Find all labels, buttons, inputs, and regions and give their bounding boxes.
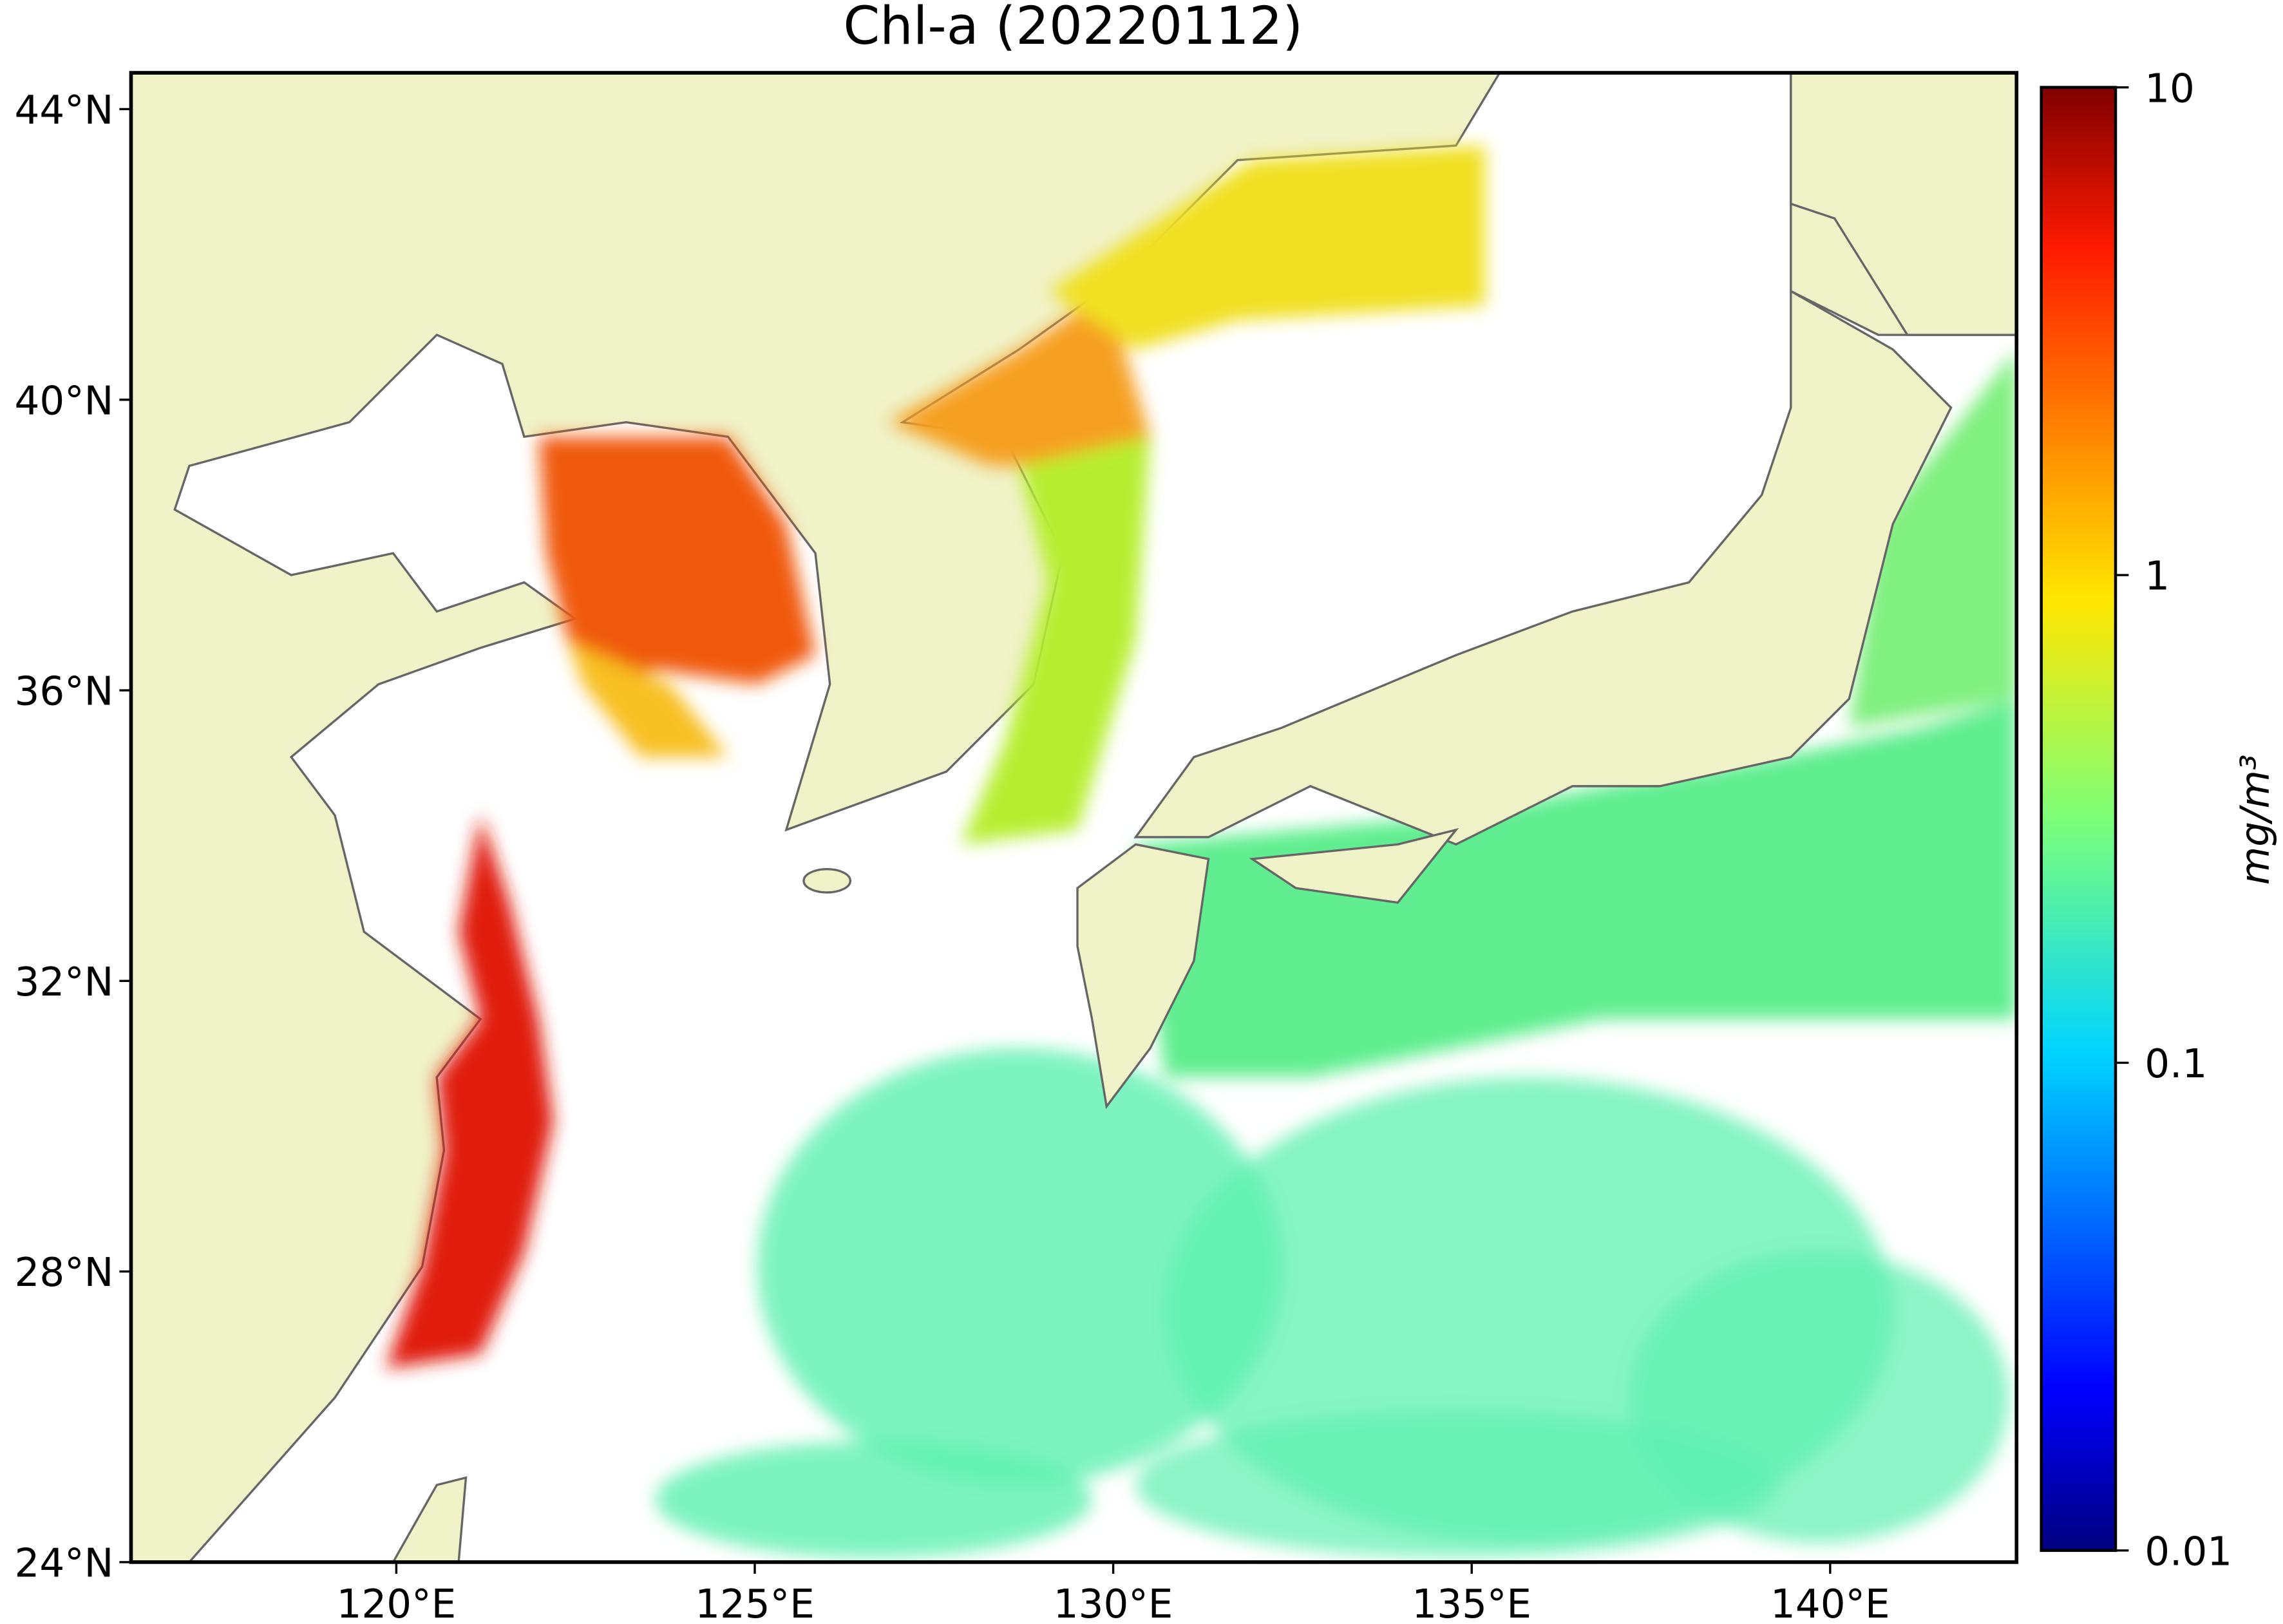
colorbar-tick-label: 1 bbox=[2145, 554, 2170, 600]
x-tick-label: 135°E bbox=[1412, 1582, 1531, 1624]
x-tick-label: 120°E bbox=[337, 1582, 457, 1624]
colorbar-tick-label: 0.01 bbox=[2145, 1529, 2232, 1574]
y-tick-label: 40°N bbox=[15, 378, 114, 424]
map-area bbox=[131, 73, 2017, 1562]
colorbar-tick-label: 0.1 bbox=[2145, 1041, 2207, 1087]
chlorophyll-field bbox=[386, 146, 2017, 1558]
map-title: Chl-a (20220112) bbox=[843, 0, 1303, 57]
y-tick-label: 44°N bbox=[15, 88, 114, 133]
x-tick-label: 125°E bbox=[695, 1582, 815, 1624]
colorbar-tick-label: 10 bbox=[2145, 66, 2195, 111]
y-tick-label: 28°N bbox=[15, 1250, 114, 1296]
colorbar-label: mg/m³ bbox=[2232, 755, 2278, 885]
map-frame bbox=[129, 71, 2019, 1564]
y-tick-label: 24°N bbox=[15, 1541, 114, 1587]
y-tick-label: 36°N bbox=[15, 669, 114, 715]
x-tick-label: 130°E bbox=[1054, 1582, 1173, 1624]
colorbar bbox=[2040, 86, 2117, 1553]
y-tick-label: 32°N bbox=[15, 959, 114, 1005]
x-tick-label: 140°E bbox=[1770, 1582, 1890, 1624]
islands bbox=[392, 73, 2017, 1562]
